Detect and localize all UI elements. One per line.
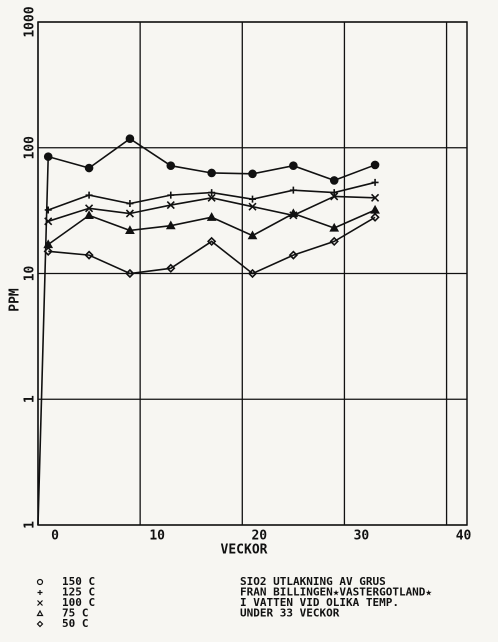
marker (371, 193, 380, 202)
marker (329, 236, 339, 247)
marker (371, 178, 379, 186)
x-tick-label: 30 (354, 529, 370, 544)
marker (85, 191, 93, 199)
marker (84, 250, 94, 260)
legend-symbol (37, 600, 43, 606)
y-tick-label: 1 (23, 395, 38, 403)
marker (206, 212, 217, 221)
marker (247, 230, 258, 240)
legend-symbol (36, 578, 44, 586)
marker (249, 195, 256, 203)
legend-label: 75 C (62, 607, 89, 620)
marker (288, 208, 299, 218)
series-line (37, 137, 376, 526)
marker (370, 160, 380, 170)
marker (289, 186, 297, 194)
marker (125, 225, 135, 235)
marker (167, 191, 175, 199)
legend-label: 100 C (62, 596, 95, 609)
marker (84, 210, 94, 219)
marker (288, 250, 298, 260)
series-line (47, 181, 376, 211)
marker (43, 152, 53, 161)
marker (85, 204, 94, 213)
series-line (48, 216, 376, 275)
marker (370, 204, 380, 214)
y-axis-label: PPM (8, 288, 23, 312)
legend-symbol (37, 590, 43, 595)
legend-symbol (36, 620, 44, 628)
legend-label: 125 C (62, 586, 95, 599)
marker (329, 222, 340, 232)
marker (84, 163, 94, 173)
marker (44, 217, 53, 226)
marker (248, 169, 257, 179)
marker (329, 176, 339, 185)
annotation-line: FRAN BILLINGEN★VASTERGOTLAND★ (240, 586, 432, 599)
marker (165, 220, 176, 230)
x-tick-label: 0 (51, 529, 59, 544)
annotation-line: UNDER 33 VECKOR (240, 607, 340, 620)
legend-label: 50 C (62, 617, 89, 630)
marker (289, 161, 298, 170)
legend-label: 150 C (62, 575, 95, 588)
x-tick-label: 40 (456, 529, 472, 544)
annotation-line: I VATTEN VID OLIKA TEMP. (240, 596, 399, 609)
marker (207, 168, 216, 178)
marker (247, 268, 258, 279)
marker (126, 200, 134, 208)
y-tick-label: 1 (23, 521, 38, 529)
marker (208, 189, 216, 197)
marker (166, 201, 175, 210)
x-tick-label: 10 (149, 529, 165, 544)
marker (125, 134, 135, 144)
marker (125, 268, 135, 279)
marker (330, 189, 338, 197)
marker (43, 246, 53, 256)
marker (166, 161, 176, 170)
annotation-line: SIO2 UTLAKNING AV GRUS (240, 575, 386, 588)
y-tick-label: 10 (23, 266, 38, 282)
marker (370, 212, 380, 222)
y-tick-label: 1000 (23, 6, 38, 37)
y-tick-label: 100 (23, 136, 38, 160)
marker (207, 236, 217, 247)
marker (207, 193, 216, 202)
legend-symbol (36, 609, 44, 617)
marker (125, 209, 134, 218)
x-axis-label: VECKOR (221, 543, 268, 558)
marker (330, 192, 339, 201)
marker (166, 263, 176, 273)
x-tick-label: 20 (251, 529, 267, 544)
marker (44, 206, 52, 214)
marker (248, 202, 257, 211)
